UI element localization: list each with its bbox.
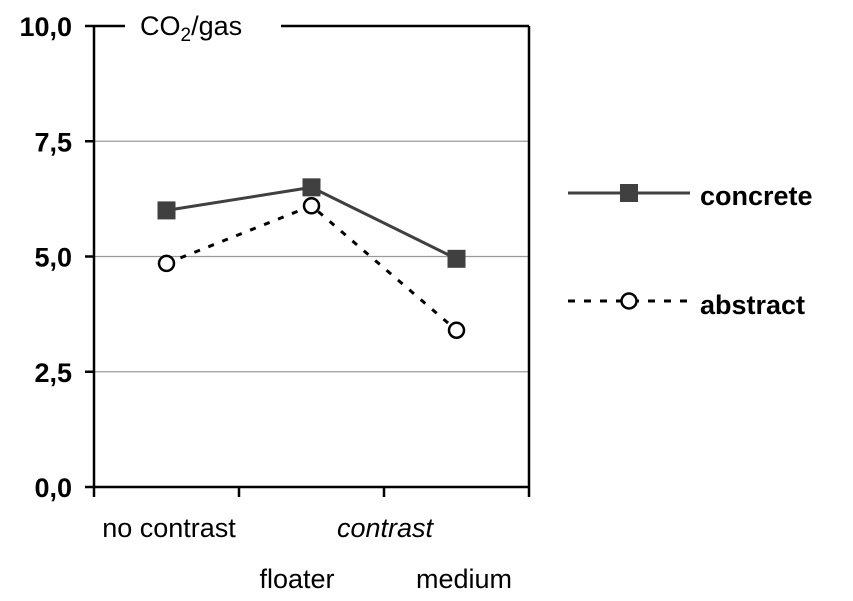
point-abstract-2: [447, 321, 466, 340]
x-category-labels: no contrast contrast floater medium: [102, 513, 512, 594]
y-tick-label-4: 10,0: [19, 12, 72, 42]
chart-title-subscript: 2: [181, 25, 192, 46]
legend-marker-abstract: [620, 292, 638, 310]
y-tick-label-3: 7,5: [34, 127, 72, 157]
point-concrete-1: [302, 178, 321, 197]
point-abstract-0: [157, 254, 176, 273]
legend: concrete abstract: [568, 181, 813, 320]
y-tick-label-1: 2,5: [34, 358, 72, 388]
y-tick-label-0: 0,0: [34, 473, 72, 503]
point-abstract-1: [302, 197, 321, 215]
y-tick-labels: 0,0 2,5 5,0 7,5 10,0: [19, 12, 72, 503]
x-label-no-contrast: no contrast: [102, 513, 236, 543]
chart-title: CO2/gas: [140, 11, 242, 46]
legend-label-concrete: concrete: [700, 181, 813, 211]
axes: [85, 24, 531, 497]
x-group-label-contrast: contrast: [337, 513, 435, 543]
legend-label-abstract: abstract: [700, 290, 805, 320]
series-line-abstract: [165, 204, 458, 332]
point-concrete-2: [447, 249, 466, 268]
chart-title-rest: /gas: [191, 11, 242, 41]
y-tick-label-2: 5,0: [34, 243, 72, 273]
x-label-medium: medium: [416, 564, 512, 594]
point-concrete-0: [157, 201, 176, 220]
series-group: [157, 178, 466, 340]
title-background: [125, 8, 281, 42]
chart-title-group: CO2/gas: [125, 8, 281, 46]
legend-marker-concrete: [620, 184, 638, 202]
x-label-floater: floater: [259, 564, 334, 594]
